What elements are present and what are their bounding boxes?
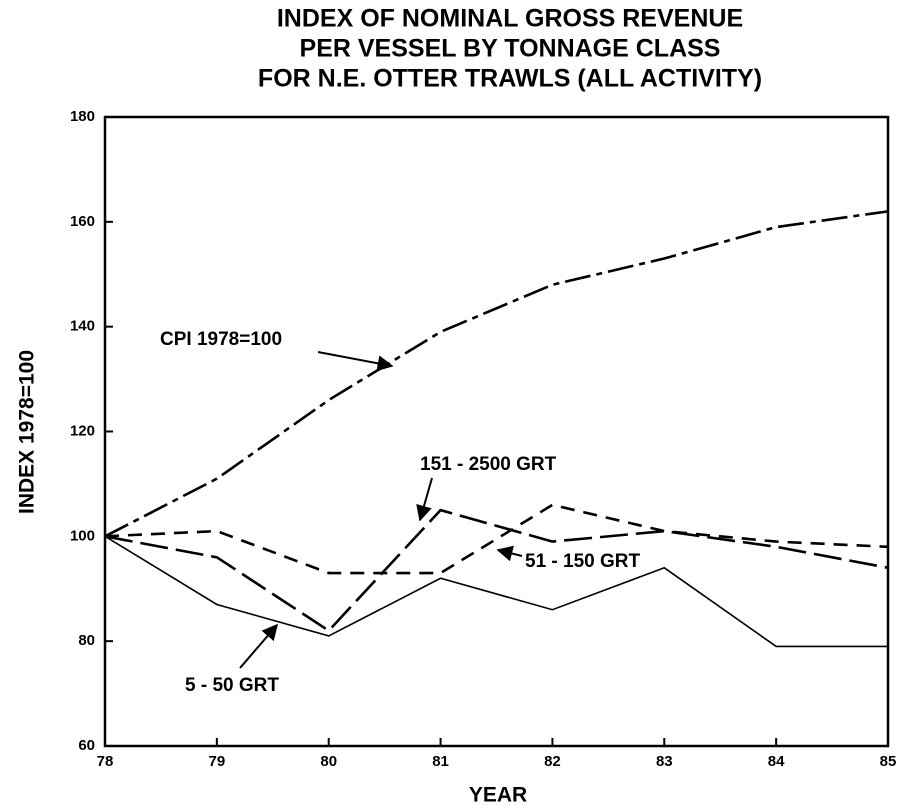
x-axis-label: YEAR [469, 784, 527, 807]
series-annotation: 51 - 150 GRT [525, 551, 640, 572]
x-tick-label: 81 [432, 753, 449, 770]
y-tick-label: 120 [70, 422, 95, 439]
x-tick-label: 83 [656, 753, 673, 770]
line-series [104, 535, 888, 648]
series-annotation: 5 - 50 GRT [185, 675, 279, 696]
x-tick-label: 78 [97, 753, 114, 770]
x-tick-label: 85 [880, 753, 897, 770]
line-series [104, 508, 889, 633]
chart-title: PER VESSEL BY TONNAGE CLASS [300, 35, 721, 63]
series-annotation: CPI 1978=100 [160, 329, 282, 350]
annotation-arrow [239, 623, 279, 669]
x-tick-label: 82 [544, 753, 561, 770]
line-series [104, 210, 889, 538]
x-tick-label: 80 [320, 753, 337, 770]
annotation-arrow [496, 545, 523, 562]
x-tick-label: 84 [768, 753, 785, 770]
annotation-arrow [416, 477, 433, 522]
y-tick-label: 60 [78, 737, 95, 754]
annotation-arrow [317, 351, 394, 372]
y-tick-label: 160 [70, 213, 95, 230]
y-tick-label: 180 [70, 108, 95, 125]
chart-title: INDEX OF NOMINAL GROSS REVENUE [277, 5, 743, 33]
y-axis-label: INDEX 1978=100 [16, 350, 39, 514]
series-annotation: 151 - 2500 GRT [420, 454, 557, 475]
chart-title: FOR N.E. OTTER TRAWLS (ALL ACTIVITY) [258, 65, 762, 93]
line-series [104, 503, 889, 575]
y-tick-label: 140 [70, 318, 95, 335]
plot-frame [103, 115, 890, 748]
y-tick-label: 100 [70, 527, 95, 544]
y-tick-label: 80 [78, 632, 95, 649]
x-tick-label: 79 [209, 753, 226, 770]
